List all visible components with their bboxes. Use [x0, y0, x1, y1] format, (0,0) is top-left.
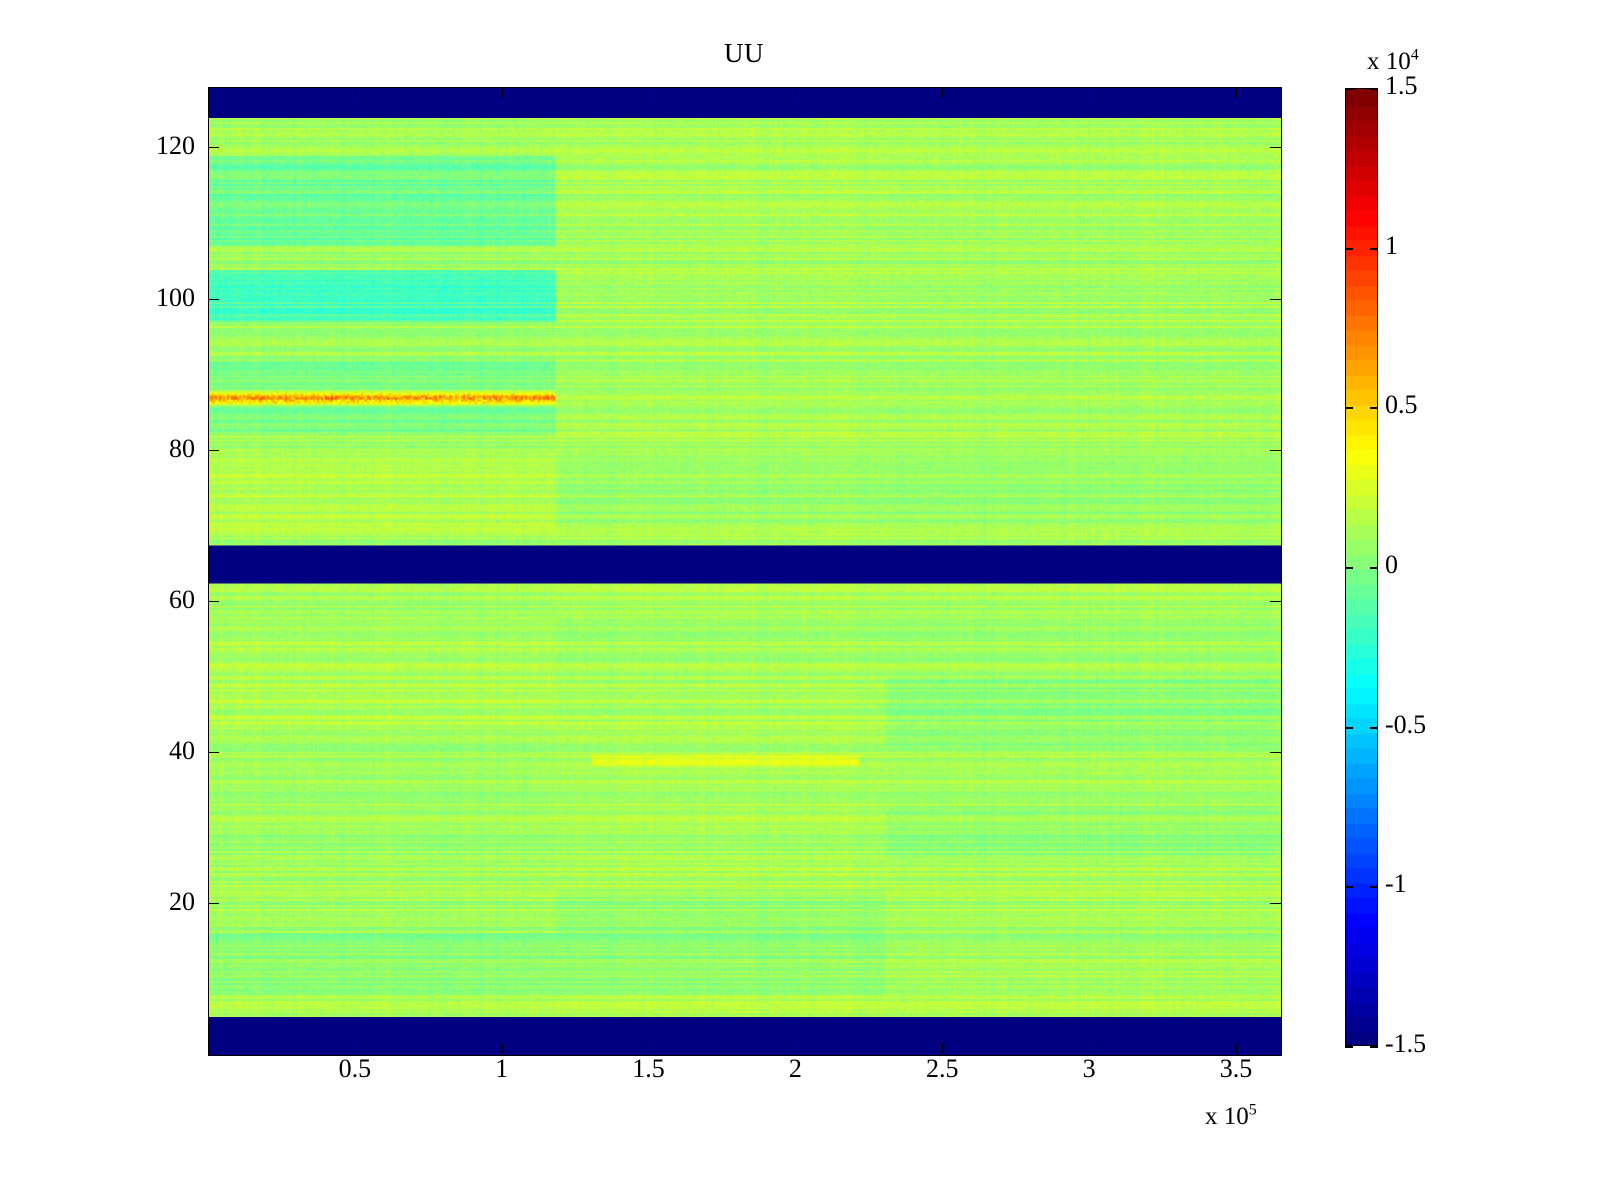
- x-axis-tick: [1235, 1043, 1237, 1054]
- x-axis-tick-label: 1: [495, 1054, 509, 1083]
- y-axis-tick: [208, 751, 219, 753]
- y-axis-tick-label: 60: [169, 584, 195, 614]
- colorbar-tick: [1370, 407, 1378, 410]
- x-axis-tick-top: [1235, 87, 1237, 98]
- y-axis-tick: [208, 902, 219, 904]
- page-title: UU: [724, 38, 764, 68]
- x-axis-tick-label: 3: [1082, 1054, 1096, 1083]
- colorbar-tick: [1345, 567, 1353, 569]
- colorbar-tick: [1370, 247, 1378, 250]
- y-axis-tick-right: [1270, 449, 1281, 451]
- y-axis-tick: [208, 600, 219, 602]
- y-axis-tick: [208, 449, 219, 451]
- colorbar-tick-label: 1.5: [1385, 71, 1418, 100]
- x-axis-tick: [648, 1043, 650, 1054]
- x-axis-tick: [942, 1043, 944, 1054]
- y-axis-tick: [208, 147, 219, 149]
- colorbar-tick-label: 0.5: [1385, 390, 1418, 420]
- colorbar-tick-label: 0: [1385, 550, 1398, 579]
- y-axis-tick-right: [1270, 902, 1281, 904]
- x-axis-tick-top: [354, 87, 356, 98]
- x-axis-tick-top: [942, 87, 944, 98]
- colorbar-tick-label: -0.5: [1385, 709, 1427, 739]
- colorbar-tick: [1345, 247, 1353, 250]
- x-axis-tick-label: 0.5: [338, 1054, 372, 1083]
- x-axis-tick: [1089, 1043, 1091, 1054]
- colorbar-tick: [1370, 1046, 1378, 1048]
- colorbar-tick: [1345, 726, 1353, 729]
- y-axis-tick-label: 20: [169, 886, 195, 916]
- x-axis-tick-label: 2.5: [925, 1054, 959, 1083]
- colorbar-tick: [1370, 88, 1378, 90]
- x-axis-tick-top: [795, 87, 797, 98]
- x-axis-exponent-label: x 105: [1205, 1101, 1257, 1130]
- x-axis-tick-label: 2: [788, 1054, 802, 1083]
- x-axis-tick-top: [648, 87, 650, 98]
- colorbar-tick: [1370, 567, 1378, 569]
- y-axis-tick-label: 120: [156, 131, 195, 161]
- x-axis-tick-label: 1.5: [632, 1054, 665, 1083]
- y-axis-tick-label: 100: [156, 282, 195, 312]
- colorbar-exponent-label: x 104: [1367, 46, 1419, 75]
- colorbar-tick-label: -1.5: [1385, 1029, 1427, 1058]
- heatmap-image: [209, 88, 1281, 1055]
- colorbar-tick-label: 1: [1385, 230, 1398, 260]
- colorbar-tick: [1345, 407, 1353, 410]
- y-axis-tick-label: 80: [169, 433, 195, 463]
- y-axis-tick-label: 40: [169, 735, 195, 765]
- y-axis-tick-right: [1270, 751, 1281, 753]
- colorbar-tick-label: -1: [1385, 869, 1407, 899]
- x-axis-tick-top: [1089, 87, 1091, 98]
- y-axis-tick-right: [1270, 600, 1281, 602]
- colorbar-tick: [1370, 726, 1378, 729]
- y-axis-tick-right: [1270, 298, 1281, 300]
- x-axis-tick: [795, 1043, 797, 1054]
- colorbar-tick: [1345, 886, 1353, 889]
- colorbar-tick: [1345, 88, 1353, 90]
- y-axis-tick: [208, 298, 219, 300]
- heatmap-axes: [208, 87, 1282, 1056]
- colorbar-tick: [1370, 886, 1378, 889]
- y-axis-tick-right: [1270, 147, 1281, 149]
- x-axis-tick-label: 3.5: [1219, 1054, 1253, 1083]
- x-axis-tick-top: [501, 87, 503, 98]
- colorbar-tick: [1345, 1046, 1353, 1048]
- x-axis-tick: [501, 1043, 503, 1054]
- x-axis-tick: [354, 1043, 356, 1054]
